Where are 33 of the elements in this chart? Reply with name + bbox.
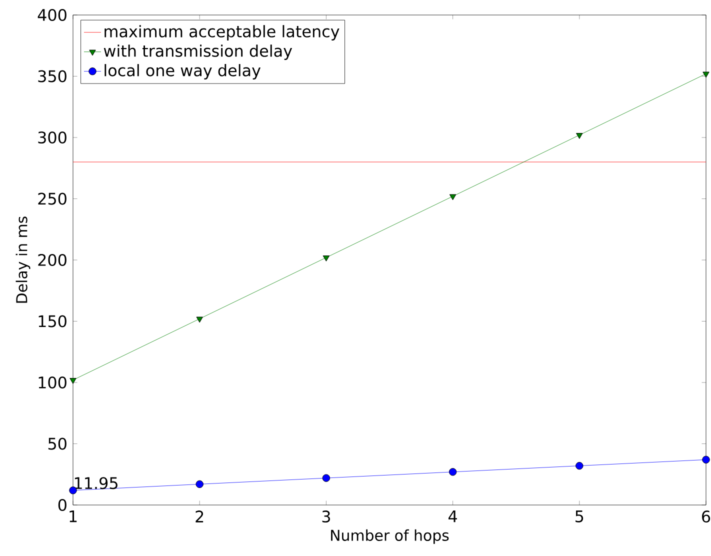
legend-label: with transmission delay bbox=[104, 44, 292, 60]
point bbox=[576, 132, 583, 139]
x-tick-label: 4 bbox=[448, 510, 457, 522]
x-tick-label: 6 bbox=[702, 510, 710, 523]
y-axis-title: Delay in ms bbox=[16, 216, 30, 303]
x-tick-label: 5 bbox=[576, 510, 584, 522]
x-axis-title: Number of hops bbox=[331, 529, 449, 544]
point bbox=[448, 468, 457, 476]
y-tick-label: 0 bbox=[58, 498, 66, 512]
point bbox=[702, 72, 710, 78]
y-tick-label: 300 bbox=[38, 131, 66, 144]
point bbox=[69, 486, 77, 494]
point bbox=[322, 255, 330, 262]
point bbox=[702, 456, 710, 464]
annotation: 11.95 bbox=[74, 477, 118, 490]
x-tick-label: 2 bbox=[196, 510, 204, 522]
x-tick-label: 3 bbox=[322, 510, 330, 523]
x-tick-label: 1 bbox=[70, 510, 77, 522]
y-tick-label: 400 bbox=[38, 8, 66, 22]
point bbox=[322, 474, 330, 482]
y-tick-label: 150 bbox=[38, 315, 66, 328]
point bbox=[70, 378, 76, 384]
point bbox=[576, 462, 584, 470]
point bbox=[196, 316, 203, 323]
legend-label: maximum acceptable latency bbox=[104, 25, 340, 41]
y-tick-label: 250 bbox=[38, 192, 66, 205]
y-tick-label: 200 bbox=[38, 254, 66, 266]
point bbox=[196, 480, 204, 488]
y-tick-label: 350 bbox=[38, 70, 66, 82]
y-tick-label: 50 bbox=[48, 438, 66, 450]
legend-label: local one way delay bbox=[104, 64, 261, 80]
y-tick-label: 100 bbox=[38, 376, 66, 389]
point bbox=[449, 194, 456, 200]
